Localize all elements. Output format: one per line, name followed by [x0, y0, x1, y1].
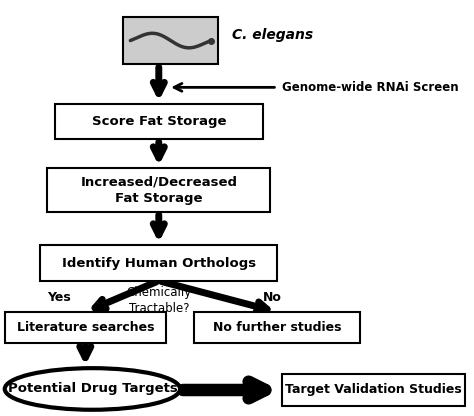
Text: Literature searches: Literature searches — [17, 321, 154, 334]
Text: Chemically
Tractable?: Chemically Tractable? — [126, 286, 191, 315]
Text: Yes: Yes — [47, 291, 71, 304]
Text: Score Fat Storage: Score Fat Storage — [91, 115, 226, 128]
FancyBboxPatch shape — [55, 104, 263, 139]
FancyBboxPatch shape — [282, 374, 465, 406]
Text: Potential Drug Targets: Potential Drug Targets — [8, 382, 177, 396]
FancyBboxPatch shape — [194, 312, 360, 343]
Text: No: No — [263, 291, 282, 304]
FancyBboxPatch shape — [40, 245, 277, 281]
FancyBboxPatch shape — [47, 168, 270, 212]
Text: C. elegans: C. elegans — [232, 28, 313, 42]
Text: Increased/Decreased
Fat Storage: Increased/Decreased Fat Storage — [80, 176, 237, 205]
Text: Genome-wide RNAi Screen: Genome-wide RNAi Screen — [282, 81, 459, 94]
Text: Identify Human Orthologs: Identify Human Orthologs — [62, 257, 256, 270]
FancyBboxPatch shape — [123, 17, 218, 64]
Ellipse shape — [5, 368, 180, 410]
FancyBboxPatch shape — [5, 312, 166, 343]
Text: No further studies: No further studies — [213, 321, 342, 334]
Text: Target Validation Studies: Target Validation Studies — [285, 384, 462, 396]
